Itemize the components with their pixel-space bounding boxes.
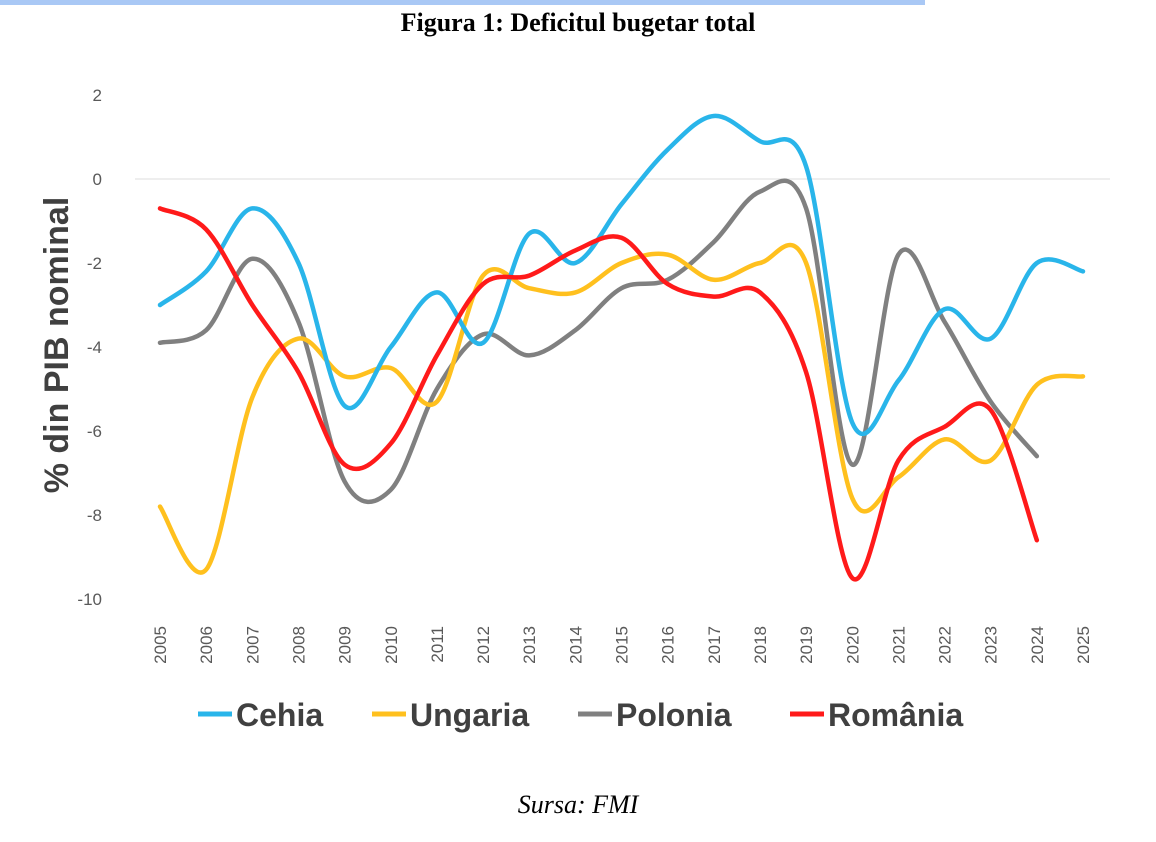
legend-label: Polonia	[616, 697, 732, 733]
y-tick-label: -10	[77, 590, 102, 609]
y-tick-label: -4	[87, 338, 102, 357]
legend-label: Ungaria	[410, 697, 529, 733]
x-tick-label: 2009	[336, 626, 355, 664]
x-tick-label: 2006	[197, 626, 216, 664]
x-tick-label: 2025	[1074, 626, 1093, 664]
series-line-ungaria	[157, 242, 1086, 575]
figure-title: Figura 1: Deficitul bugetar total	[400, 8, 756, 37]
legend-label: Cehia	[236, 697, 323, 733]
x-tick-label: 2010	[382, 626, 401, 664]
x-tick-label: 2024	[1028, 626, 1047, 664]
x-tick-label: 2007	[243, 626, 262, 664]
x-tick-label: 2022	[936, 626, 955, 664]
x-tick-label: 2008	[289, 626, 308, 664]
x-tick-label: 2023	[982, 626, 1001, 664]
x-tick-label: 2005	[151, 626, 170, 664]
x-tick-label: 2018	[751, 626, 770, 664]
figure-source: Sursa: FMI	[517, 790, 639, 819]
x-tick-label: 2016	[659, 626, 678, 664]
x-tick-label: 2014	[566, 626, 585, 664]
x-tick-label: 2019	[797, 626, 816, 664]
series-line-românia	[157, 206, 1040, 582]
y-tick-label: -6	[87, 422, 102, 441]
series-line-cehia	[157, 113, 1086, 436]
y-tick-label: -2	[87, 254, 102, 273]
x-tick-label: 2020	[843, 626, 862, 664]
x-tick-label: 2021	[889, 626, 908, 664]
x-tick-label: 2015	[613, 626, 632, 664]
y-tick-label: 0	[93, 170, 102, 189]
y-axis-label: % din PIB nominal	[38, 197, 76, 494]
legend-label: România	[828, 697, 963, 733]
x-tick-label: 2011	[428, 626, 447, 663]
top-border-bar	[0, 0, 925, 5]
y-tick-label: 2	[93, 86, 102, 105]
series-line-polonia	[157, 178, 1040, 505]
y-tick-label: -8	[87, 506, 102, 525]
x-tick-label: 2013	[520, 626, 539, 664]
x-tick-label: 2012	[474, 626, 493, 664]
x-tick-label: 2017	[705, 626, 724, 664]
